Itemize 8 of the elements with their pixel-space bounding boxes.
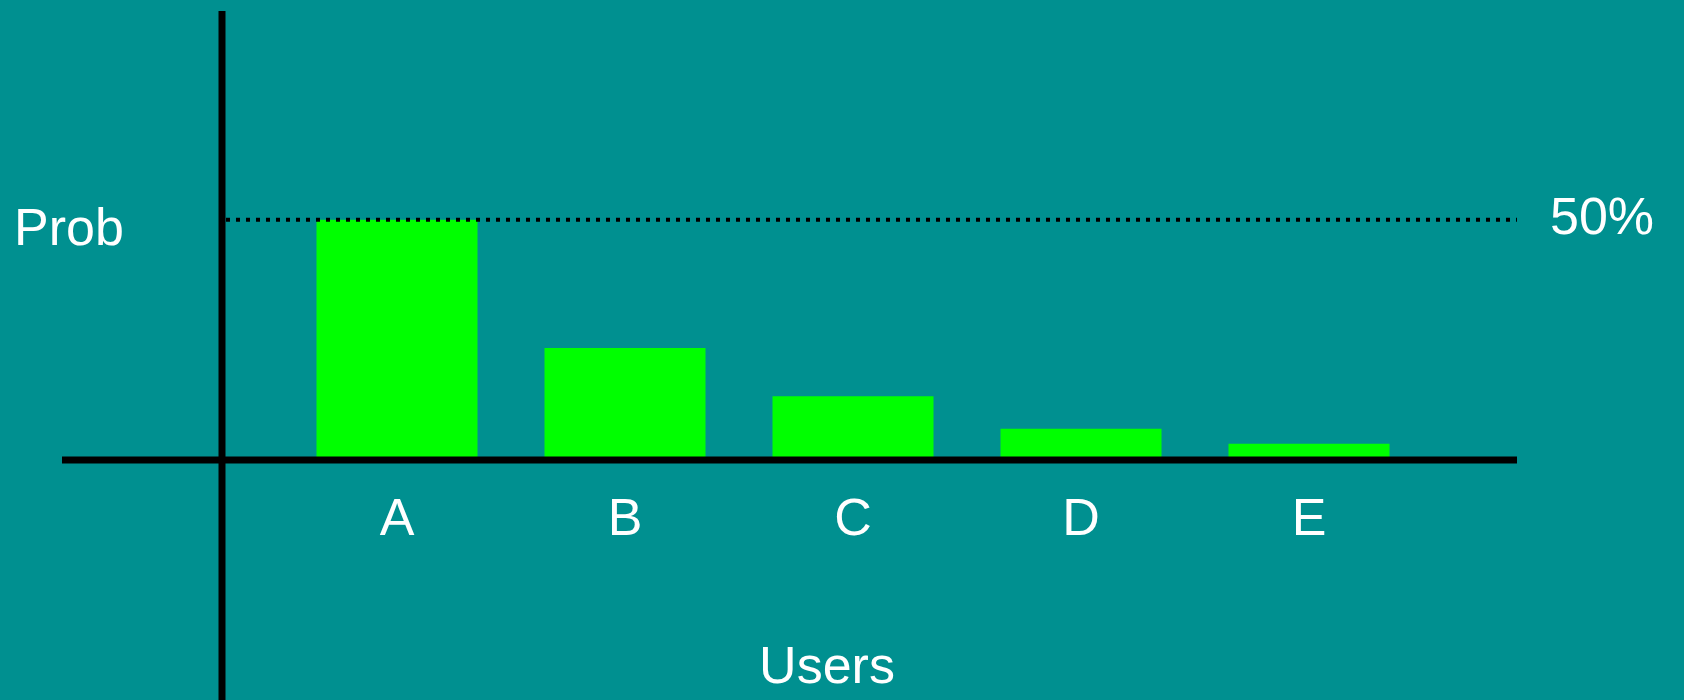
x-tick-label: A xyxy=(379,488,415,547)
x-tick-label: D xyxy=(1062,488,1100,547)
text: 50% xyxy=(1550,187,1655,246)
x-tick-label: E xyxy=(1291,488,1327,547)
y-axis-title: Prob xyxy=(14,198,124,257)
x-axis-title: Users xyxy=(759,636,895,695)
x-tick-label: C xyxy=(834,488,872,547)
x-tick-label: B xyxy=(607,488,643,547)
